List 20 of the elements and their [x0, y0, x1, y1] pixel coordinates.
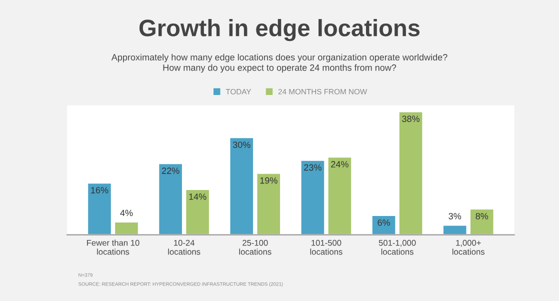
x-tick-label: 101-500 locations [310, 240, 342, 255]
x-tick-label: 25-100 locations [239, 240, 272, 255]
data-label: 16% [91, 187, 108, 194]
data-label: 19% [260, 177, 278, 184]
chart-subtitle: Approximately how many edge locations does your organization operate worldwide? How many do you expect to operate 24 months from now? [111, 54, 448, 73]
x-tick-label: Fewer than 10 locations [87, 240, 140, 255]
x-tick-label: 10-24 locations [168, 240, 200, 255]
data-label: 14% [189, 194, 206, 200]
data-label: 8% [476, 212, 488, 220]
data-label: 30% [232, 142, 250, 148]
chart-title: Growth in edge locations [139, 19, 420, 42]
data-label: 3% [448, 212, 462, 220]
data-label: 38% [402, 116, 420, 122]
x-tick-label: 1,000+ locations [452, 240, 485, 255]
data-label: 24% [331, 161, 348, 168]
data-label: 6% [378, 219, 390, 226]
data-label: 4% [120, 210, 133, 216]
data-label: 22% [162, 168, 180, 174]
x-tick-label: 501-1,000 locations [378, 240, 416, 255]
data-label: 23% [304, 164, 322, 171]
